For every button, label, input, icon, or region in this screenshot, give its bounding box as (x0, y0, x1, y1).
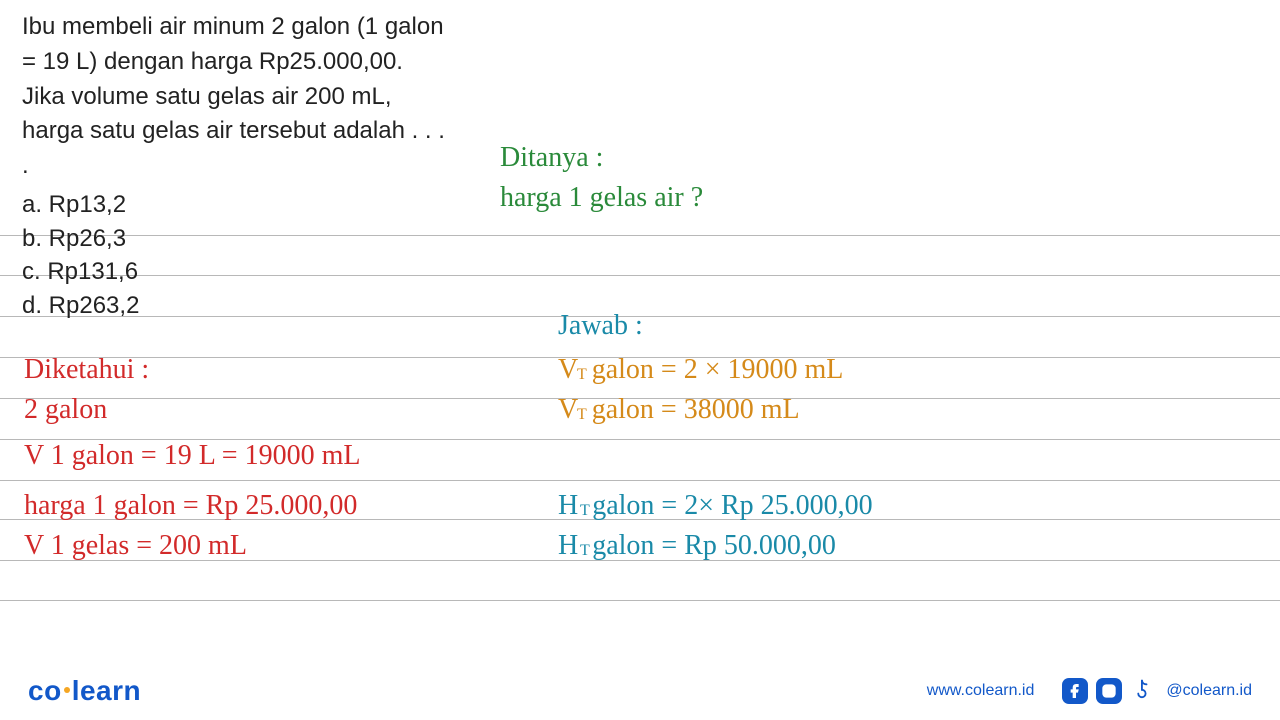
handwriting-diketahui_title: Diketahui : (24, 352, 149, 388)
footer-url[interactable]: www.colearn.id (927, 682, 1035, 700)
footer-handle: @colearn.id (1166, 682, 1252, 700)
social-icons: @colearn.id (1062, 677, 1252, 705)
option-a: a. Rp13,2 (22, 188, 452, 222)
handwriting-dik2: V 1 galon = 19 L = 19000 mL (24, 438, 360, 474)
handwriting-jawab1: V galon = 2 × 19000 mL (558, 352, 843, 388)
handwriting-jawab2: V galon = 38000 mL (558, 392, 800, 428)
handwriting-dik4: V 1 gelas = 200 mL (24, 528, 247, 564)
footer: colearn www.colearn.id @colearn.id (0, 662, 1280, 720)
question-body: Ibu membeli air minum 2 galon (1 galon =… (22, 10, 452, 184)
handwriting-jawab4: H galon = Rp 50.000,00 (558, 528, 836, 564)
handwriting-jawab2_sub: T (577, 405, 587, 426)
ruled-line (0, 600, 1280, 601)
ruled-line (0, 480, 1280, 481)
handwriting-ditanya_title: Ditanya : (500, 140, 603, 176)
option-d: d. Rp263,2 (22, 289, 452, 323)
option-b: b. Rp26,3 (22, 222, 452, 256)
handwriting-jawab_title: Jawab : (558, 308, 643, 344)
handwriting-jawab1_sub: T (577, 365, 587, 386)
handwriting-ditanya1: harga 1 gelas air ? (500, 180, 703, 216)
handwriting-dik1: 2 galon (24, 392, 107, 428)
facebook-icon[interactable] (1062, 678, 1088, 704)
brand-logo: colearn (28, 675, 141, 707)
handwriting-jawab3: H galon = 2× Rp 25.000,00 (558, 488, 873, 524)
question-options: a. Rp13,2 b. Rp26,3 c. Rp131,6 d. Rp263,… (22, 188, 452, 322)
handwriting-jawab4_sub: T (580, 541, 590, 562)
handwriting-dik3: harga 1 galon = Rp 25.000,00 (24, 488, 357, 524)
instagram-icon[interactable] (1096, 678, 1122, 704)
question-block: Ibu membeli air minum 2 galon (1 galon =… (22, 10, 452, 322)
handwriting-jawab3_sub: T (580, 501, 590, 522)
option-c: c. Rp131,6 (22, 255, 452, 289)
tiktok-icon[interactable] (1130, 677, 1152, 705)
